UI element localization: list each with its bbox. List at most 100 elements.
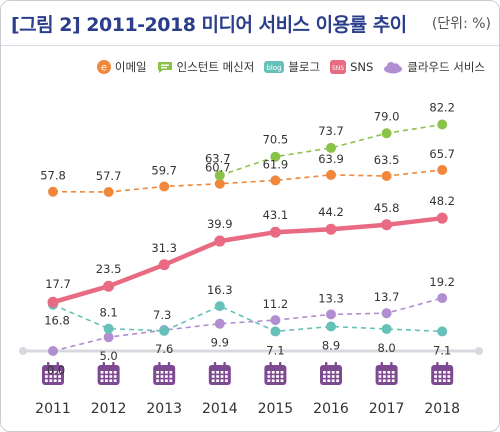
calendar-cell (169, 371, 173, 374)
calendar-cell (387, 371, 391, 374)
series-line-sns (52, 215, 443, 305)
calendar-cell (327, 375, 331, 378)
data-label-blog: 7.1 (266, 343, 284, 357)
calendar-cell (447, 379, 451, 382)
data-point-blog (159, 325, 170, 336)
calendar-cell (438, 379, 442, 382)
calendar-cell (165, 375, 168, 378)
legend-item-email: e 이메일 (96, 59, 147, 75)
calendar-cell (165, 379, 168, 382)
cloud-icon (383, 60, 403, 74)
calendar-cell (113, 371, 117, 374)
chart-legend: e 이메일 인스턴트 메신저 blog 블로그 SNS SNS 클 (96, 59, 485, 75)
data-point-cloud (381, 308, 392, 319)
calendar-cell (383, 379, 386, 382)
data-point-cloud (437, 293, 448, 304)
data-point-email (381, 171, 392, 182)
calendar-cell (100, 371, 104, 374)
calendar-cell (220, 379, 224, 382)
speech-bubble-icon (157, 60, 173, 74)
figure-header: [그림 2] 2011-2018 미디어 서비스 이용률 추이 (단위: %) (1, 1, 499, 46)
x-tick-label: 2015 (258, 401, 294, 417)
data-point-instant (437, 119, 448, 130)
data-point-blog (381, 323, 392, 334)
data-label-instant: 70.5 (263, 133, 289, 147)
calendar-cell (387, 379, 391, 382)
data-point-email (326, 169, 336, 180)
data-label-instant: 79.0 (374, 109, 400, 123)
calendar-cell (327, 371, 331, 374)
calendar-cell (160, 379, 164, 382)
calendar-ring (158, 362, 161, 368)
calendar-ring (102, 362, 105, 368)
calendar-cell (220, 375, 224, 378)
calendar-cell (156, 375, 159, 378)
data-label-instant: 73.7 (318, 124, 344, 138)
data-point-cloud (326, 309, 336, 320)
data-point-email (48, 186, 58, 197)
data-point-sns (158, 259, 170, 271)
data-label-blog: 8.9 (322, 338, 340, 352)
calendar-cell (225, 371, 228, 374)
data-label-cloud: 11.2 (263, 297, 289, 311)
calendar-cell (216, 379, 219, 382)
calendar-cell (100, 379, 104, 382)
calendar-cell (216, 375, 219, 378)
axis-end-dot (475, 347, 483, 355)
data-point-sns (436, 212, 448, 224)
data-label-blog: 16.3 (207, 283, 233, 297)
data-point-instant (270, 151, 281, 162)
calendar-cell (267, 371, 271, 374)
calendar-cell (387, 375, 391, 378)
calendar-cell (391, 371, 395, 374)
data-label-sns: 31.3 (151, 241, 177, 255)
calendar-cell (53, 379, 57, 382)
calendar-cell (336, 375, 339, 378)
e-circle-icon: e (96, 60, 111, 74)
data-point-cloud (48, 346, 58, 356)
calendar-ring (436, 362, 439, 368)
data-label-sns: 23.5 (96, 262, 122, 276)
calendar-cell (45, 379, 48, 382)
data-point-blog (437, 326, 448, 337)
axis-end-dot (19, 347, 27, 355)
data-label-email: 61.9 (263, 157, 289, 171)
calendar-cell (100, 375, 104, 378)
calendar-cell (45, 371, 48, 374)
calendar-cell (53, 375, 57, 378)
data-point-email (270, 175, 281, 186)
calendar-cell (447, 371, 451, 374)
calendar-cell (49, 375, 53, 378)
calendar-cell (58, 375, 61, 378)
calendar-cell (113, 379, 117, 382)
svg-text:SNS: SNS (332, 65, 344, 72)
data-label-sns: 48.2 (429, 194, 455, 208)
x-tick-label: 2017 (369, 401, 405, 417)
calendar-cell (331, 371, 335, 374)
calendar-cell (211, 371, 215, 374)
calendar-cell (105, 371, 108, 374)
legend-label-cloud: 클라우드 서비스 (407, 60, 485, 74)
legend-item-blog: blog 블로그 (264, 59, 320, 75)
data-point-cloud (103, 332, 114, 343)
data-point-sns (214, 235, 226, 247)
calendar-cell (225, 375, 228, 378)
calendar-cell (280, 371, 284, 374)
calendar-cell (58, 379, 61, 382)
calendar-cell (434, 379, 437, 382)
data-label-sns: 17.7 (45, 277, 71, 291)
data-label-email: 63.9 (318, 152, 344, 166)
data-label-sns: 44.2 (318, 205, 344, 219)
calendar-cell (225, 379, 228, 382)
data-point-cloud (270, 315, 281, 326)
data-point-sns (269, 226, 281, 238)
calendar-cell (323, 379, 326, 382)
data-label-email: 57.7 (96, 169, 122, 183)
data-point-email (214, 178, 225, 189)
calendar-cell (323, 371, 326, 374)
calendar-cell (443, 375, 446, 378)
calendar-cell (105, 379, 108, 382)
blog-badge-icon: blog (264, 60, 285, 74)
legend-item-instant: 인스턴트 메신저 (157, 59, 254, 75)
